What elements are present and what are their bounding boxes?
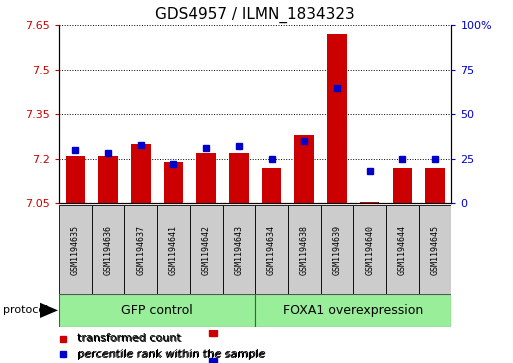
Bar [223,205,255,294]
Title: GDS4957 / ILMN_1834323: GDS4957 / ILMN_1834323 [155,7,355,23]
Text: GSM1194640: GSM1194640 [365,225,374,274]
Bar [327,34,347,203]
Text: GSM1194634: GSM1194634 [267,225,276,274]
Text: GSM1194644: GSM1194644 [398,225,407,274]
Text: protocol: protocol [3,305,48,315]
Text: GSM1194641: GSM1194641 [169,225,178,274]
Text: GSM1194643: GSM1194643 [234,225,243,274]
Bar [321,205,353,294]
Bar [360,202,380,203]
Bar [386,205,419,294]
Text: GSM1194645: GSM1194645 [430,225,440,274]
Bar [353,205,386,294]
Text: GSM1194639: GSM1194639 [332,225,342,274]
Text: FOXA1 overexpression: FOXA1 overexpression [283,304,423,317]
Bar [419,205,451,294]
Bar [190,205,223,294]
Polygon shape [40,303,58,318]
Text: GSM1194637: GSM1194637 [136,225,145,274]
Bar [229,153,249,203]
Bar [255,294,451,327]
Text: transformed count: transformed count [78,334,182,344]
Text: percentile rank within the sample: percentile rank within the sample [77,350,265,360]
Bar [196,153,216,203]
Bar [294,135,314,203]
Bar [164,162,183,203]
Bar [131,144,150,203]
Text: GSM1194642: GSM1194642 [202,225,211,274]
Bar [124,205,157,294]
Bar [66,156,85,203]
Text: GSM1194636: GSM1194636 [104,225,112,274]
Bar [98,156,118,203]
Text: GSM1194635: GSM1194635 [71,225,80,274]
Bar [92,205,125,294]
Bar [59,205,92,294]
Bar [262,168,281,203]
Bar [255,205,288,294]
Bar [288,205,321,294]
Text: GFP control: GFP control [121,304,193,317]
Text: GSM1194638: GSM1194638 [300,225,309,274]
Bar [59,294,255,327]
Text: transformed count: transformed count [77,334,181,343]
Bar [157,205,190,294]
Bar [392,168,412,203]
Bar [425,168,445,203]
Text: percentile rank within the sample: percentile rank within the sample [78,349,266,359]
